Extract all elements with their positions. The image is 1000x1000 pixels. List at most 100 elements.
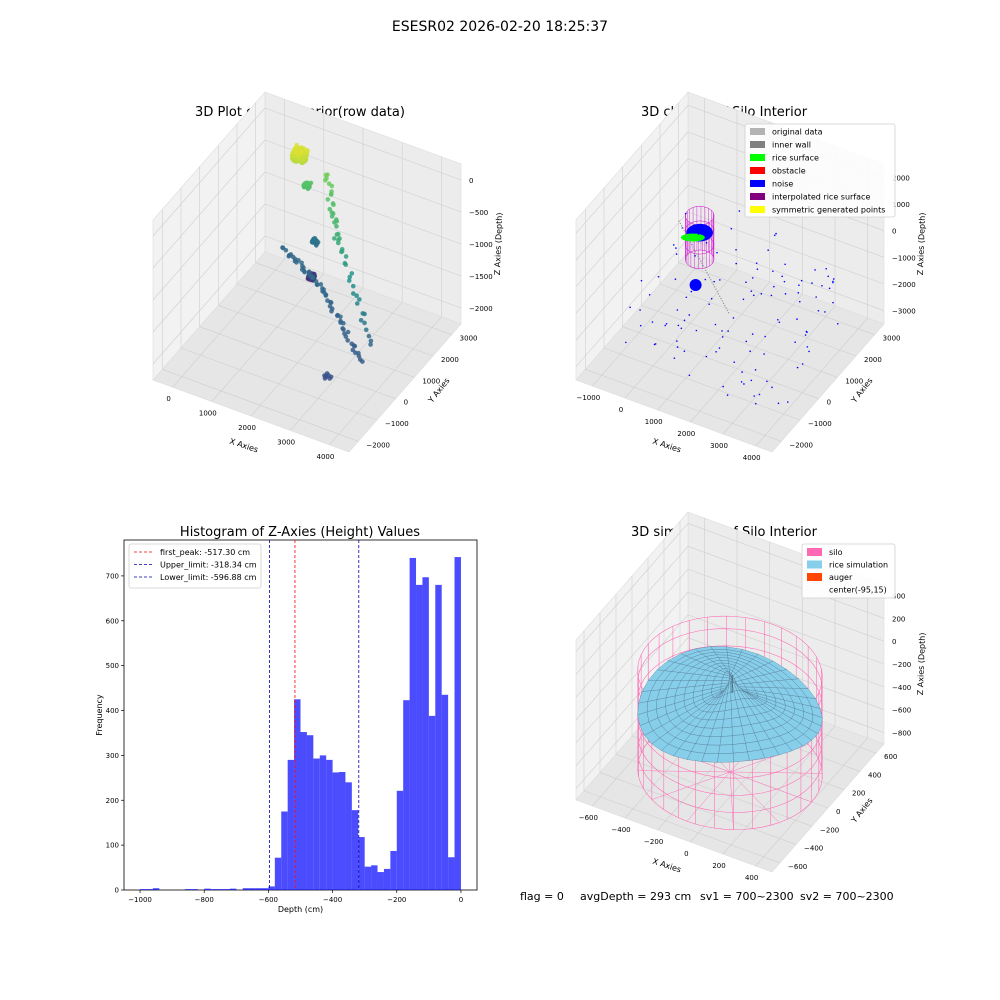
cls-noise-point: [676, 340, 678, 342]
raw-data-point: [280, 245, 285, 250]
raw-data-point: [342, 260, 348, 266]
hist-bar: [184, 889, 192, 890]
cls-original-point: [713, 286, 716, 288]
raw-data-point: [366, 333, 372, 339]
cls-noise-point: [756, 268, 759, 270]
sim-ytick: 200: [852, 790, 865, 798]
sim-rice-facet: [704, 744, 721, 754]
hist-xtick-label: −200: [387, 896, 406, 904]
sim-rice-facet: [723, 709, 732, 720]
raw-data-point: [339, 249, 345, 254]
cls-noise-point: [694, 255, 696, 257]
cls-noise-point: [754, 402, 757, 405]
hist-ytick-label: 0: [115, 887, 119, 895]
cls-gridzs-0: [575, 238, 689, 367]
raw-data-point: [363, 327, 369, 333]
raw-gridz-0: [264, 235, 462, 309]
cls-original-point: [722, 302, 725, 304]
sim-rice-facet: [710, 646, 727, 650]
sim-gridzs-1: [575, 637, 689, 766]
hist-xlabel: Depth (cm): [278, 905, 323, 914]
footer-status: flag = 0 avgDepth = 293 cm sv1 = 700~230…: [520, 890, 894, 903]
cls-gridyf-5: [678, 262, 875, 335]
cls-legend-label: obstacle: [772, 167, 806, 176]
cls-noise-point: [673, 357, 676, 359]
cls-original-point: [698, 258, 701, 260]
raw-data-point: [301, 265, 306, 271]
raw-data-point: [368, 338, 374, 344]
cls-gridyf-0: [585, 369, 782, 442]
hist-bar: [210, 889, 218, 890]
hist-bar: [435, 584, 442, 890]
raw-gridyf-0: [162, 369, 359, 442]
footer-avg-depth: avgDepth = 293 cm: [580, 890, 691, 903]
hist-bar: [274, 857, 282, 890]
cls-ytick: −1000: [808, 420, 832, 428]
cls-noise-point: [651, 321, 654, 323]
raw-gridyf-4: [236, 283, 434, 357]
cls-noise-point: [735, 249, 737, 251]
cls-original-point: [710, 279, 712, 281]
cls-noise-point: [685, 296, 688, 299]
cls-noise-point: [760, 293, 763, 295]
hist-ytick-label: 200: [106, 797, 119, 805]
panel-histogram: Histogram of Z-Axies (Height) Values −10…: [95, 525, 478, 914]
hist-bar: [383, 868, 391, 890]
cls-noise-point: [767, 249, 769, 251]
raw-data-point: [329, 308, 334, 314]
sim-gridzs-3: [575, 591, 689, 721]
raw-data-point: [306, 272, 312, 277]
raw-gridxf-4: [329, 316, 442, 445]
sim-gridz-5: [687, 546, 885, 619]
cls-legend-label: inner wall: [772, 141, 811, 150]
sim-ytick: −400: [804, 845, 823, 853]
sim-legend-swatch: [807, 548, 822, 556]
sim-ylabel: Y Axies: [849, 796, 875, 825]
cls-gridz-2: [687, 185, 885, 258]
raw-gridyf-3: [218, 305, 415, 378]
sim-gridzs-5: [575, 546, 689, 675]
cls-noise-point: [735, 262, 738, 265]
cls-gridyf-4: [659, 283, 857, 357]
hist-bar: [191, 889, 198, 890]
cls-noise-point: [639, 324, 642, 327]
cls-original-point: [711, 281, 713, 283]
cls-noise-point: [753, 395, 755, 397]
cls-legend-label: symmetric generated points: [772, 206, 885, 215]
cls-noise-point: [657, 275, 660, 278]
cls-xtick: 4000: [743, 454, 761, 462]
hist-bar: [332, 772, 340, 890]
cls-noise-point: [722, 385, 724, 388]
cls-noise-point: [764, 335, 766, 338]
cls-original-point: [687, 236, 689, 239]
cls-noise-point: [775, 232, 777, 235]
raw-xtick: 1000: [199, 410, 217, 418]
sim-silo-spoke: [637, 770, 731, 773]
cls-noise-point: [808, 350, 810, 353]
cls-noise-point: [806, 346, 809, 348]
cls-noise-point: [727, 330, 729, 332]
cls-gridxf-1: [624, 269, 738, 399]
cls-xlabel: X Axies: [651, 437, 682, 455]
cls-ytick: 0: [827, 399, 831, 407]
raw-data-point: [300, 148, 305, 153]
cls-pane-2: [575, 251, 885, 453]
raw-data-point: [321, 287, 326, 292]
cls-noise-point: [674, 278, 677, 280]
hist-bar: [454, 557, 461, 890]
raw-gridzs-1: [152, 203, 266, 333]
sim-legend-swatch: [807, 573, 822, 581]
raw-data-point: [349, 271, 355, 276]
panel-raw-data: 3D Plot of Silo Interior(row data) 01000…: [152, 91, 504, 461]
hist-ylabel: Frequency: [95, 694, 104, 736]
cls-noise-point: [676, 346, 679, 348]
hist-legend-label: first_peak: -517.30 cm: [160, 548, 250, 557]
cls-noise-point: [800, 279, 803, 282]
raw-data-point: [362, 320, 367, 326]
cls-noise-point: [705, 236, 707, 238]
cls-noise-point: [742, 298, 745, 301]
panel-simulation: 3D simulation of Silo Interior −600−400−…: [575, 511, 927, 882]
raw-gridzs-4: [152, 107, 266, 237]
cls-gridz-1: [687, 211, 885, 285]
cls-noise-point: [705, 355, 708, 358]
